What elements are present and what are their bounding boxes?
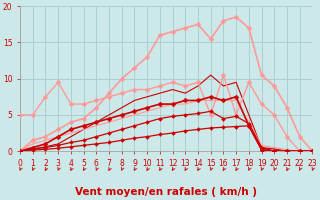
X-axis label: Vent moyen/en rafales ( km/h ): Vent moyen/en rafales ( km/h ) xyxy=(75,187,257,197)
